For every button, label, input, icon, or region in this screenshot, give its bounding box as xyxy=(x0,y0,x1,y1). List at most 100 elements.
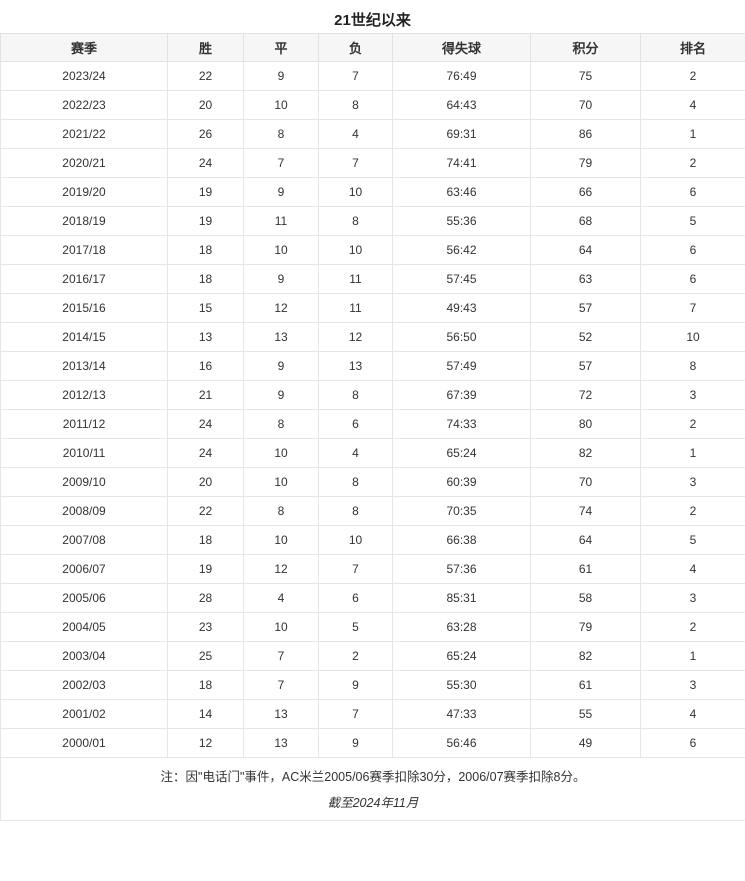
cell-points: 57 xyxy=(530,351,641,381)
cell-wins: 24 xyxy=(167,148,244,178)
cell-draws: 7 xyxy=(243,670,319,700)
cell-rank: 1 xyxy=(640,438,745,468)
cell-goals-for-against: 47:33 xyxy=(392,699,531,729)
cell-wins: 19 xyxy=(167,554,244,584)
cell-losses: 8 xyxy=(318,90,393,120)
as-of-note: 截至2024年11月 xyxy=(327,796,419,810)
cell-draws: 13 xyxy=(243,699,319,729)
cell-losses: 6 xyxy=(318,583,393,613)
cell-draws: 9 xyxy=(243,61,319,91)
table-row-2006-07: 2006/07 19 12 7 57:36 61 4 xyxy=(0,554,745,584)
cell-rank: 4 xyxy=(640,554,745,584)
cell-goals-for-against: 56:50 xyxy=(392,322,531,352)
cell-rank: 5 xyxy=(640,525,745,555)
cell-points: 55 xyxy=(530,699,641,729)
cell-draws: 13 xyxy=(243,728,319,758)
cell-season: 2014/15 xyxy=(0,322,168,352)
cell-wins: 21 xyxy=(167,380,244,410)
cell-season: 2009/10 xyxy=(0,467,168,497)
cell-goals-for-against: 65:24 xyxy=(392,438,531,468)
cell-points: 86 xyxy=(530,119,641,149)
cell-draws: 12 xyxy=(243,293,319,323)
cell-wins: 20 xyxy=(167,90,244,120)
cell-rank: 5 xyxy=(640,206,745,236)
cell-draws: 13 xyxy=(243,322,319,352)
cell-goals-for-against: 64:43 xyxy=(392,90,531,120)
cell-losses: 5 xyxy=(318,612,393,642)
cell-losses: 4 xyxy=(318,438,393,468)
cell-wins: 18 xyxy=(167,670,244,700)
cell-draws: 9 xyxy=(243,351,319,381)
cell-goals-for-against: 74:41 xyxy=(392,148,531,178)
cell-goals-for-against: 55:36 xyxy=(392,206,531,236)
cell-goals-for-against: 66:38 xyxy=(392,525,531,555)
cell-draws: 9 xyxy=(243,177,319,207)
cell-rank: 2 xyxy=(640,612,745,642)
cell-season: 2022/23 xyxy=(0,90,168,120)
cell-losses: 9 xyxy=(318,728,393,758)
cell-losses: 11 xyxy=(318,264,393,294)
cell-wins: 19 xyxy=(167,177,244,207)
table-row-2019-20: 2019/20 19 9 10 63:46 66 6 xyxy=(0,177,745,207)
cell-wins: 24 xyxy=(167,409,244,439)
cell-season: 2000/01 xyxy=(0,728,168,758)
cell-goals-for-against: 67:39 xyxy=(392,380,531,410)
cell-rank: 4 xyxy=(640,90,745,120)
cell-points: 52 xyxy=(530,322,641,352)
cell-draws: 12 xyxy=(243,554,319,584)
cell-points: 49 xyxy=(530,728,641,758)
table-row-2007-08: 2007/08 18 10 10 66:38 64 5 xyxy=(0,525,745,555)
cell-rank: 3 xyxy=(640,467,745,497)
cell-points: 63 xyxy=(530,264,641,294)
cell-losses: 7 xyxy=(318,148,393,178)
cell-losses: 11 xyxy=(318,293,393,323)
cell-points: 57 xyxy=(530,293,641,323)
cell-wins: 28 xyxy=(167,583,244,613)
cell-rank: 2 xyxy=(640,61,745,91)
cell-draws: 4 xyxy=(243,583,319,613)
cell-season: 2005/06 xyxy=(0,583,168,613)
column-header-rank: 排名 xyxy=(640,33,745,62)
cell-goals-for-against: 57:49 xyxy=(392,351,531,381)
table-row-2016-17: 2016/17 18 9 11 57:45 63 6 xyxy=(0,264,745,294)
cell-wins: 23 xyxy=(167,612,244,642)
cell-rank: 6 xyxy=(640,177,745,207)
cell-goals-for-against: 49:43 xyxy=(392,293,531,323)
cell-losses: 4 xyxy=(318,119,393,149)
cell-season: 2018/19 xyxy=(0,206,168,236)
footer-cell: 注：因"电话门"事件，AC米兰2005/06赛季扣除30分，2006/07赛季扣… xyxy=(0,757,745,821)
cell-wins: 24 xyxy=(167,438,244,468)
cell-goals-for-against: 70:35 xyxy=(392,496,531,526)
table-row-2003-04: 2003/04 25 7 2 65:24 82 1 xyxy=(0,641,745,671)
cell-losses: 2 xyxy=(318,641,393,671)
table-row-2014-15: 2014/15 13 13 12 56:50 52 10 xyxy=(0,322,745,352)
cell-points: 64 xyxy=(530,235,641,265)
table-row-2015-16: 2015/16 15 12 11 49:43 57 7 xyxy=(0,293,745,323)
cell-draws: 8 xyxy=(243,409,319,439)
cell-draws: 7 xyxy=(243,148,319,178)
cell-rank: 6 xyxy=(640,728,745,758)
cell-points: 72 xyxy=(530,380,641,410)
cell-losses: 12 xyxy=(318,322,393,352)
cell-season: 2004/05 xyxy=(0,612,168,642)
table-row-2002-03: 2002/03 18 7 9 55:30 61 3 xyxy=(0,670,745,700)
table-row-2000-01: 2000/01 12 13 9 56:46 49 6 xyxy=(0,728,745,758)
cell-points: 82 xyxy=(530,641,641,671)
cell-losses: 9 xyxy=(318,670,393,700)
cell-season: 2015/16 xyxy=(0,293,168,323)
cell-rank: 3 xyxy=(640,670,745,700)
table-row-2013-14: 2013/14 16 9 13 57:49 57 8 xyxy=(0,351,745,381)
cell-points: 79 xyxy=(530,148,641,178)
cell-goals-for-against: 57:36 xyxy=(392,554,531,584)
deduction-note: 注：因"电话门"事件，AC米兰2005/06赛季扣除30分，2006/07赛季扣… xyxy=(160,770,586,784)
cell-points: 70 xyxy=(530,90,641,120)
cell-wins: 19 xyxy=(167,206,244,236)
cell-goals-for-against: 56:46 xyxy=(392,728,531,758)
cell-wins: 13 xyxy=(167,322,244,352)
cell-wins: 12 xyxy=(167,728,244,758)
cell-draws: 7 xyxy=(243,641,319,671)
cell-points: 61 xyxy=(530,554,641,584)
cell-draws: 9 xyxy=(243,380,319,410)
cell-season: 2021/22 xyxy=(0,119,168,149)
